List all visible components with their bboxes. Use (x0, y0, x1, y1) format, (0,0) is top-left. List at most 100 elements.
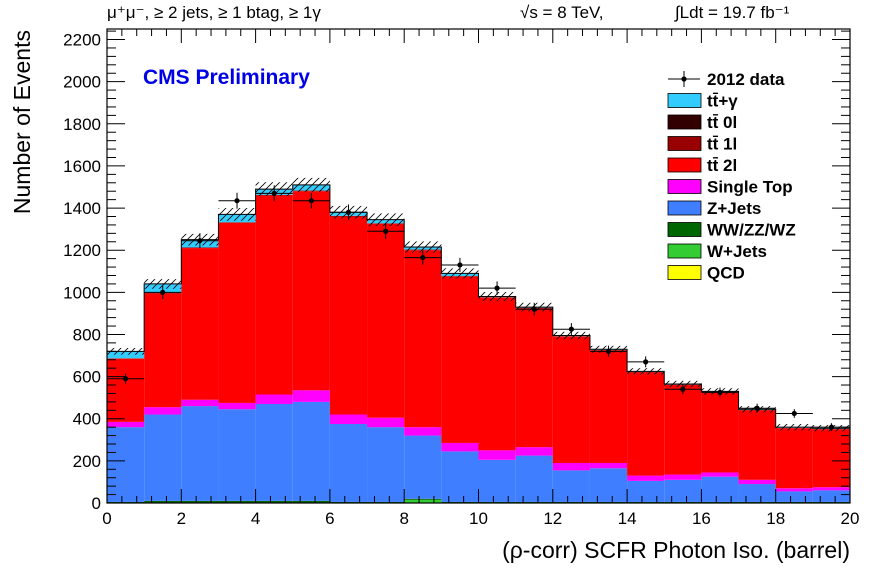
bar-ww-zz-wz-bin-8 (404, 498, 442, 500)
bar-tt-2l-bin-12 (552, 336, 590, 463)
bar-single-top-bin-10 (478, 450, 516, 460)
bar-w-jets-bin-8 (404, 499, 442, 503)
legend-label-tt: tt̄+γ (707, 92, 738, 111)
legend-label-tt-1l: tt̄ 1l (707, 135, 737, 154)
bar-tt-2l-bin-8 (404, 250, 442, 428)
bar-single-top-bin-19 (812, 487, 850, 491)
y-tick-label: 2000 (63, 73, 101, 92)
bar-single-top-bin-9 (441, 442, 479, 452)
bar-single-top-bin-12 (552, 462, 590, 471)
bar-tt-2l-bin-4 (255, 195, 293, 395)
bar-z-jets-bin-7 (367, 427, 405, 502)
bar-tt-2l-bin-11 (515, 308, 553, 448)
data-point-16 (717, 389, 723, 395)
bar-tt-2l-bin-0 (107, 358, 145, 422)
y-tick-label: 2200 (63, 31, 101, 50)
bar-z-jets-bin-1 (144, 414, 182, 501)
y-tick-label: 1000 (63, 283, 101, 302)
uncertainty-bin-3 (218, 208, 256, 221)
data-point-4 (271, 190, 277, 196)
legend-marker-data (681, 76, 687, 82)
y-tick-label: 200 (73, 452, 101, 471)
x-axis: 0 2 4 6 8 10 12 14 16 18 20 (102, 29, 859, 528)
bar-tt-2l-bin-6 (329, 216, 368, 415)
bar-single-top-bin-3 (218, 402, 256, 410)
bar-tt-2l-bin-1 (144, 293, 182, 408)
bar-single-top-bin-7 (367, 417, 405, 428)
y-tick-label: 600 (73, 368, 101, 387)
data-point-1 (160, 289, 166, 295)
bar-z-jets-bin-11 (515, 455, 553, 502)
uncertainty-bin-8 (404, 241, 442, 253)
x-tick-label: 10 (469, 509, 488, 528)
bar-tt-2l-bin-16 (701, 392, 739, 473)
legend-swatch-z-jets (667, 200, 702, 216)
legend-label-qcd: QCD (707, 264, 745, 283)
bar-ww-zz-wz-bin-3 (218, 500, 256, 503)
legend-label-w-jets: W+Jets (707, 242, 767, 261)
data-point-5 (308, 198, 314, 204)
bar-tt-2l-bin-13 (589, 350, 628, 463)
legend-label-tt-2l: tt̄ 2l (707, 156, 737, 175)
bar-tt-2l-bin-2 (181, 248, 219, 400)
bar-z-jets-bin-4 (255, 403, 293, 501)
data-points (107, 185, 850, 432)
bar-tt-2l-bin-10 (478, 297, 516, 451)
bar-single-top-bin-15 (664, 474, 702, 480)
data-point-15 (680, 386, 686, 392)
data-point-13 (605, 348, 612, 354)
uncertainty-band (107, 177, 850, 432)
x-axis-label: (ρ-corr) SCFR Photon Iso. (barrel) (502, 537, 850, 563)
x-tick-label: 16 (692, 509, 711, 528)
uncertainty-bin-14 (627, 368, 665, 375)
bar-single-top-bin-13 (589, 462, 628, 469)
legend-label-2012-data: 2012 data (707, 70, 785, 89)
bar-z-jets-bin-18 (775, 491, 813, 502)
selection-label: μ⁺μ⁻, ≥ 2 jets, ≥ 1 btag, ≥ 1γ (107, 3, 321, 22)
energy-label: √s = 8 TeV, (520, 3, 604, 22)
legend-swatch-tt-2l (667, 157, 702, 173)
data-point-2 (197, 238, 203, 244)
legend: 2012 data tt̄+γ tt̄ 0l tt̄ 1l tt̄ 2l Single T… (667, 70, 796, 283)
bar-single-top-bin-14 (627, 475, 665, 481)
data-point-11 (531, 306, 537, 312)
uncertainty-bin-12 (552, 331, 590, 340)
y-tick-label: 0 (92, 494, 101, 513)
bar-z-jets-bin-0 (107, 427, 145, 502)
y-axis-label: Number of Events (9, 30, 35, 214)
bar-tt-2l-bin-17 (738, 410, 776, 480)
data-point-18 (791, 410, 797, 417)
legend-label-z-jets: Z+Jets (707, 199, 761, 218)
legend-label-single-top: Single Top (707, 178, 793, 197)
x-tick-label: 12 (543, 509, 562, 528)
bar-single-top-bin-16 (701, 472, 739, 477)
bar-single-top-bin-6 (329, 414, 368, 424)
data-point-12 (568, 326, 574, 332)
uncertainty-bin-9 (441, 268, 479, 279)
x-tick-label: 14 (618, 509, 637, 528)
y-tick-label: 1800 (63, 115, 101, 134)
bar-z-jets-bin-6 (329, 424, 368, 502)
uncertainty-bin-7 (367, 213, 405, 226)
bar-single-top-bin-5 (292, 390, 330, 402)
bar-tt-2l-bin-3 (218, 222, 256, 403)
bar-tt-2l-bin-9 (441, 276, 479, 443)
x-tick-label: 18 (766, 509, 785, 528)
bar-z-jets-bin-13 (589, 468, 628, 502)
bar-z-jets-bin-12 (552, 470, 590, 502)
bar-tt-2l-bin-7 (367, 223, 405, 418)
y-axis: 0 200 400 600 800 1000 1200 1400 1600 1800 2000 220… (63, 31, 850, 513)
x-tick-label: 0 (102, 509, 111, 528)
bar-single-top-bin-17 (738, 479, 776, 485)
bar-z-jets-bin-14 (627, 480, 665, 502)
cms-label: CMS Preliminary (143, 66, 310, 89)
uncertainty-bin-18 (775, 424, 813, 431)
data-point-10 (494, 285, 500, 291)
legend-swatch-tt (667, 93, 702, 108)
y-tick-label: 1600 (63, 157, 101, 176)
bar-z-jets-bin-9 (441, 451, 479, 502)
data-point-0 (122, 376, 129, 382)
bar-z-jets-bin-2 (181, 406, 219, 501)
uncertainty-bin-10 (478, 292, 516, 302)
data-point-14 (643, 359, 649, 365)
